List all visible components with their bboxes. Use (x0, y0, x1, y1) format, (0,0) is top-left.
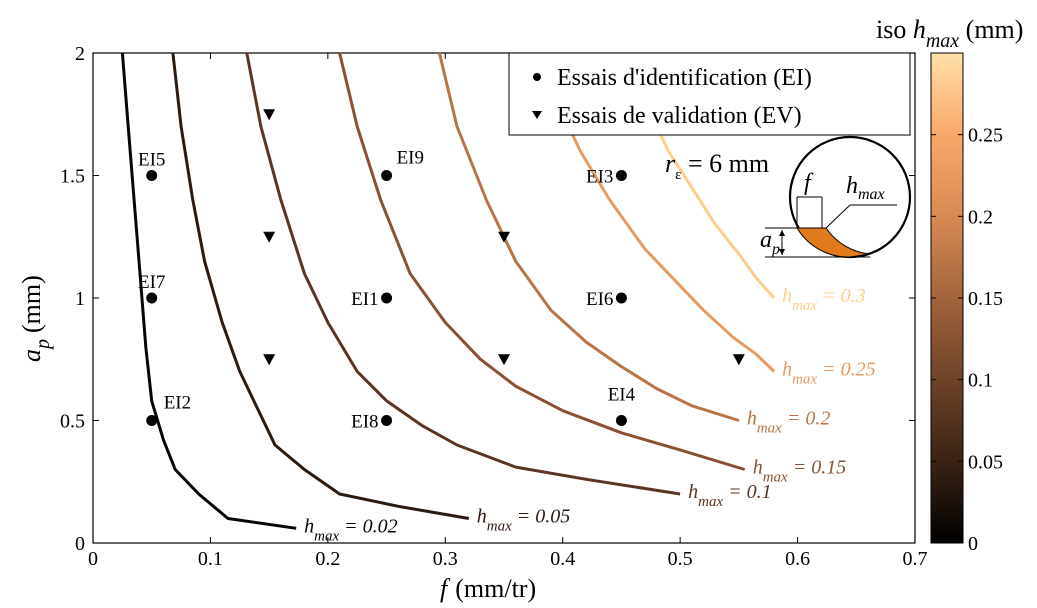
y-tick-label: 2 (75, 43, 85, 65)
y-tick-label: 0 (75, 533, 85, 555)
x-tick-label: 0.6 (785, 548, 810, 570)
inset-hmax-label: hmax (846, 173, 885, 203)
iso-curve (338, 52, 746, 471)
inset-radius-label: rε = 6 mm (665, 149, 769, 183)
validation-point (498, 354, 510, 366)
colorbar-tick-label: 0.2 (968, 206, 993, 228)
x-tick-label: 0.2 (315, 548, 340, 570)
colorbar-tick-label: 0.25 (968, 125, 1003, 147)
x-axis-title: f (mm/tr) (440, 574, 536, 603)
colorbar-tick-label: 0 (968, 533, 978, 555)
legend-marker-triangle (532, 111, 542, 119)
x-tick-label: 0.4 (550, 548, 575, 570)
iso-curve (437, 52, 740, 422)
colorbar-tick-label: 0.15 (968, 288, 1003, 310)
iso-curve (120, 52, 297, 530)
x-tick-label: 0.3 (433, 548, 458, 570)
identification-point-label: EI7 (138, 272, 165, 293)
validation-point (498, 231, 510, 243)
x-tick-label: 0.1 (198, 548, 223, 570)
identification-point-label: EI1 (351, 289, 378, 310)
legend-marker-circle (533, 73, 541, 81)
x-tick-label: 0.5 (668, 548, 693, 570)
iso-curve (245, 52, 681, 496)
inset-f-label: f (804, 170, 814, 196)
identification-point (615, 292, 627, 304)
colorbar-ticks: 0 0.05 0.1 0.15 0.2 0.25 (931, 125, 1003, 555)
colorbar: 0 0.05 0.1 0.15 0.2 0.25 iso hmax (mm) (876, 15, 1023, 555)
identification-point-label: EI9 (397, 148, 424, 169)
y-tick-label: 0.5 (60, 411, 85, 433)
validation-point (732, 354, 745, 366)
identification-point-label: EI6 (586, 289, 613, 310)
identification-point-label: EI8 (351, 412, 378, 433)
colorbar-tick-label: 0.05 (968, 451, 1003, 473)
identification-point-label: EI3 (586, 167, 613, 188)
validation-point (263, 109, 276, 121)
inset-chip-area (796, 227, 871, 258)
inset-ap-label: ap (760, 227, 780, 258)
iso-curve (171, 52, 470, 520)
identification-point (615, 170, 627, 181)
iso-curve-label: hmax = 0.25 (782, 359, 876, 388)
iso-curve-label: hmax = 0.1 (688, 481, 772, 510)
svg-text:ap(mm): ap(mm) (17, 275, 54, 362)
identification-point-label: EI5 (138, 150, 165, 171)
identification-point-label: EI2 (164, 393, 191, 414)
identification-point (146, 170, 158, 181)
identification-point (146, 415, 158, 426)
colorbar-title: iso hmax (mm) (876, 15, 1023, 52)
identification-point-label: EI4 (608, 385, 636, 406)
legend-label-ei: Essais d'identification (EI) (557, 65, 812, 91)
legend-label-ev: Essais de validation (EV) (557, 103, 802, 129)
y-axis-title: ap(mm) (17, 275, 54, 362)
identification-point (381, 170, 393, 181)
validation-point (263, 354, 276, 366)
validation-point (263, 231, 276, 243)
colorbar-tick-label: 0.1 (968, 370, 993, 392)
iso-curve-label: hmax = 0.02 (304, 515, 398, 544)
x-tick-label: 0 (88, 548, 98, 570)
iso-curve-label: hmax = 0.05 (477, 506, 571, 535)
iso-curve-label: hmax = 0.15 (753, 457, 847, 486)
x-tick-label: 0.7 (903, 548, 928, 570)
axis-ticks: 0 0.1 0.2 0.3 0.4 0.5 0.6 0.7 0 0.5 1 1.5 2 (60, 43, 928, 570)
iso-curves (120, 52, 776, 530)
identification-point (146, 292, 158, 304)
legend-box (508, 52, 911, 136)
identification-point (381, 415, 393, 426)
y-tick-label: 1.5 (60, 166, 85, 188)
test-points: EI5 EI7 EI2 EI9 EI1 EI8 EI3 EI6 EI4 (138, 109, 745, 433)
iso-curve-label: hmax = 0.2 (747, 408, 831, 437)
legend: Essais d'identification (EI) Essais de v… (508, 52, 911, 136)
identification-point (615, 415, 627, 426)
iso-curve-label: hmax = 0.3 (782, 285, 866, 314)
tool-inset: rε = 6 mm f hmax ap (665, 135, 912, 259)
y-tick-label: 1 (75, 288, 85, 310)
identification-point (381, 292, 393, 304)
